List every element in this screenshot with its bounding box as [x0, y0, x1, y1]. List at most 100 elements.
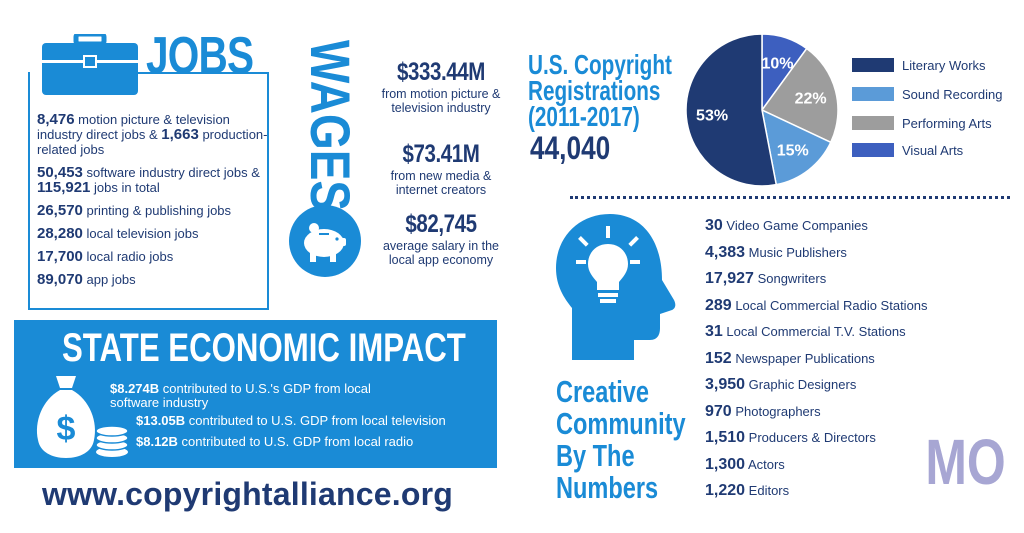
- creative-item-label: Newspaper Publications: [735, 350, 875, 366]
- jobs-title: JOBS: [146, 27, 254, 85]
- legend-label: Performing Arts: [902, 115, 992, 131]
- wage-item: $73.41M from new media & internet creator…: [370, 140, 512, 197]
- jobs-item-text: printing & publishing jobs: [82, 203, 232, 218]
- jobs-item-value: 28,280: [37, 225, 83, 242]
- jobs-item-value: 26,570: [37, 202, 83, 219]
- wage-text: average salary in the local app economy: [382, 239, 500, 267]
- creative-item-value: 289: [705, 296, 732, 314]
- wage-text: from new media & internet creators: [390, 169, 492, 197]
- pie-slice-label: 53%: [696, 108, 728, 125]
- creative-item: 30 Video Game Companies: [705, 217, 868, 235]
- creative-item: 1,220 Editors: [705, 482, 789, 500]
- legend-label: Visual Arts: [902, 142, 964, 158]
- creative-item: 3,950 Graphic Designers: [705, 376, 856, 394]
- money-bag-icon: $: [36, 376, 129, 458]
- state-impact-value: $13.05B: [136, 413, 186, 428]
- creative-item: 4,383 Music Publishers: [705, 244, 847, 262]
- creative-item: 1,300 Actors: [705, 456, 785, 474]
- pie-slice: [760, 108, 832, 186]
- copyright-title-line: Registrations: [528, 75, 661, 106]
- jobs-item: 28,280 local television jobs: [37, 226, 269, 241]
- jobs-item-value: 1,663: [161, 126, 199, 143]
- creative-title-line: Numbers: [556, 470, 659, 505]
- jobs-item-value: 115,921: [37, 179, 91, 196]
- creative-title-line: Community: [556, 406, 686, 441]
- legend-label: Literary Works: [902, 57, 986, 73]
- creative-item: 289 Local Commercial Radio Stations: [705, 297, 928, 315]
- copyright-total: 44,040: [530, 130, 611, 166]
- wage-item: $82,745 average salary in the local app e…: [370, 210, 512, 267]
- legend-swatch: [852, 143, 894, 157]
- creative-item-label: Music Publishers: [748, 244, 847, 260]
- state-impact-line: $13.05B contributed to U.S. GDP from loc…: [136, 414, 486, 428]
- creative-item-label: Songwriters: [757, 271, 827, 286]
- jobs-frame: [28, 72, 269, 310]
- legend-entry: Sound Recording: [852, 86, 1002, 102]
- legend-swatch: [852, 87, 894, 101]
- svg-text:$: $: [57, 410, 76, 448]
- legend-swatch: [852, 58, 894, 72]
- creative-item-label: Local Commercial Radio Stations: [735, 297, 928, 313]
- jobs-item: 26,570 printing & publishing jobs: [37, 203, 269, 218]
- briefcase-icon: [42, 34, 138, 95]
- creative-item-value: 30: [705, 217, 723, 234]
- jobs-item-value: 50,453: [37, 164, 83, 181]
- state-impact-text: contributed to U.S. GDP from local telev…: [185, 413, 446, 428]
- wage-value: $82,745: [405, 210, 477, 238]
- creative-title-line: By The: [556, 438, 635, 473]
- creative-item-value: 31: [705, 323, 723, 340]
- creative-title: Creative Community By The Numbers: [556, 376, 686, 504]
- pie-slice: [685, 33, 778, 187]
- creative-item-value: 1,220: [705, 482, 746, 499]
- wages-title: WAGES: [299, 40, 362, 211]
- copyright-title: U.S. Copyright Registrations (2011-2017): [528, 49, 672, 132]
- creative-item-value: 1,510: [705, 429, 746, 446]
- state-impact-value: $8.12B: [136, 434, 178, 449]
- jobs-list: 8,476 motion picture & television indust…: [37, 112, 269, 295]
- creative-item-value: 1,300: [705, 455, 746, 473]
- creative-item-value: 4,383: [705, 243, 746, 261]
- creative-item: 1,510 Producers & Directors: [705, 429, 876, 447]
- jobs-item: 8,476 motion picture & television indust…: [37, 112, 269, 157]
- jobs-item-value: 8,476: [37, 111, 75, 128]
- creative-item-value: 970: [705, 402, 732, 420]
- pie-slice-label: 22%: [795, 91, 827, 108]
- head-lightbulb-icon: [556, 214, 676, 360]
- wage-value: $73.41M: [402, 140, 480, 168]
- creative-item: 152 Newspaper Publications: [705, 350, 875, 368]
- jobs-item-value: 89,070: [37, 271, 83, 288]
- copyright-pie-chart: 10% 22% 15% 53%: [685, 33, 839, 187]
- state-impact-line: $8.12B contributed to U.S. GDP from loca…: [136, 435, 486, 449]
- state-impact-line: $8.274B contributed to U.S.'s GDP from l…: [110, 382, 400, 410]
- creative-item: 31 Local Commercial T.V. Stations: [705, 323, 906, 341]
- legend-entry: Performing Arts: [852, 115, 992, 131]
- copyright-title-line: U.S. Copyright: [528, 49, 672, 80]
- state-impact-title: STATE ECONOMIC IMPACT: [62, 326, 466, 370]
- legend-entry: Visual Arts: [852, 142, 963, 158]
- jobs-item-text: app jobs: [82, 272, 136, 287]
- creative-item-value: 3,950: [705, 376, 746, 393]
- legend-swatch: [852, 116, 894, 130]
- jobs-item-text: jobs in total: [90, 180, 160, 195]
- jobs-item: 89,070 app jobs: [37, 272, 269, 287]
- state-code: MO: [925, 426, 1006, 498]
- piggy-bank-icon: [289, 205, 361, 277]
- website-link[interactable]: www.copyrightalliance.org: [42, 476, 453, 512]
- jobs-item-value: 17,700: [37, 248, 83, 265]
- wage-text: from motion picture & television industr…: [381, 87, 501, 115]
- wage-item: $333.44M from motion picture & television…: [370, 58, 512, 115]
- jobs-item-text: local television jobs: [82, 226, 199, 241]
- creative-title-line: Creative: [556, 374, 649, 409]
- creative-item: 970 Photographers: [705, 403, 821, 421]
- creative-item-label: Local Commercial T.V. Stations: [726, 324, 906, 339]
- creative-item-label: Photographers: [735, 403, 821, 419]
- pie-slice-label: 10%: [761, 55, 793, 72]
- jobs-item-text: motion picture & television industry dir…: [37, 112, 230, 142]
- copyright-title-line: (2011-2017): [528, 101, 640, 132]
- creative-item-value: 152: [705, 349, 732, 367]
- state-impact-text: contributed to U.S. GDP from local radio: [177, 434, 414, 449]
- jobs-item: 17,700 local radio jobs: [37, 249, 269, 264]
- state-impact-panel: [14, 320, 497, 468]
- section-divider: [570, 196, 1010, 199]
- wage-value: $333.44M: [397, 58, 485, 86]
